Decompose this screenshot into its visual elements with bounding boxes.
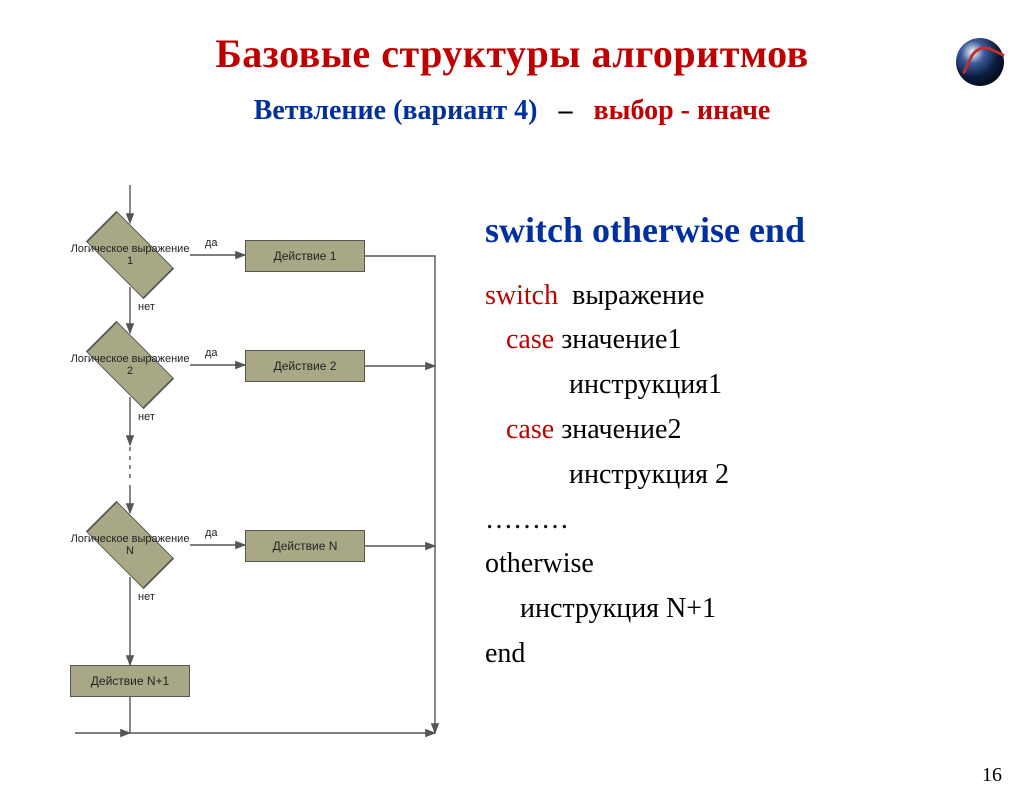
edge-label: да: [205, 527, 218, 539]
edge-label: нет: [138, 411, 155, 423]
logo-icon: [956, 38, 1004, 86]
code-line: ………: [485, 498, 995, 543]
code-line: otherwise: [485, 542, 995, 587]
title-text: Базовые структуры алгоритмов: [215, 31, 808, 76]
subtitle-part2: выбор - иначе: [593, 95, 770, 126]
code-line: end: [485, 632, 995, 677]
code-line: case значение1: [485, 318, 995, 363]
code-line: инструкция N+1: [485, 587, 995, 632]
code-line: инструкция 2: [485, 453, 995, 498]
code-line: switch выражение: [485, 274, 995, 319]
subtitle-dash: –: [558, 95, 572, 126]
action-box: Действие 1: [245, 240, 365, 272]
decision-diamond: Логическое выражение 1: [70, 223, 190, 287]
page-number: 16: [982, 764, 1002, 787]
decision-label: Логическое выражение N: [70, 533, 190, 557]
decision-label: Логическое выражение 2: [70, 353, 190, 377]
edge-label: да: [205, 347, 218, 359]
flowchart: Логическое выражение 1 Логическое выражен…: [20, 185, 460, 755]
code-line: case значение2: [485, 408, 995, 453]
code-block: switch otherwise end switch выражение ca…: [485, 202, 995, 677]
edge-label: нет: [138, 301, 155, 313]
subtitle: Ветвление (вариант 4) – выбор - иначе: [0, 95, 1024, 127]
decision-diamond: Логическое выражение 2: [70, 333, 190, 397]
code-line: инструкция1: [485, 363, 995, 408]
page-title: Базовые структуры алгоритмов: [0, 30, 1024, 77]
subtitle-part1: Ветвление (вариант 4): [254, 95, 538, 126]
decision-diamond: Логическое выражение N: [70, 513, 190, 577]
action-box: Действие 2: [245, 350, 365, 382]
edge-label: да: [205, 237, 218, 249]
decision-label: Логическое выражение 1: [70, 243, 190, 267]
action-box: Действие N+1: [70, 665, 190, 697]
action-box: Действие N: [245, 530, 365, 562]
edge-label: нет: [138, 591, 155, 603]
code-heading: switch otherwise end: [485, 202, 995, 260]
